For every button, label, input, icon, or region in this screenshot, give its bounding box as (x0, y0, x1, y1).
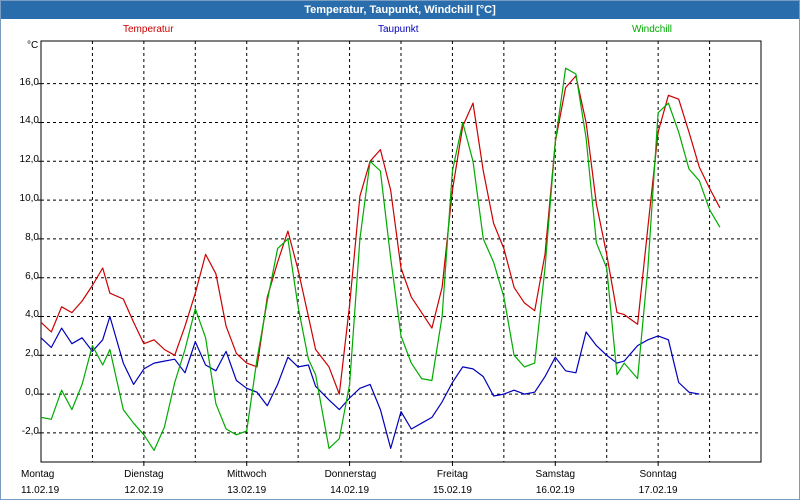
x-date-label: 14.02.19 (330, 485, 370, 496)
y-tick-label: 14,0 (19, 115, 39, 127)
y-tick-label: 16,0 (19, 76, 39, 88)
y-tick-label: -2,0 (21, 425, 39, 437)
legend-temperatur: Temperatur (123, 24, 174, 35)
y-tick-label: 6,0 (25, 270, 39, 282)
x-date-label: 11.02.19 (21, 485, 60, 496)
y-tick-label: 2,0 (25, 348, 39, 360)
x-weekday-label: Montag (21, 469, 55, 480)
y-tick-label: 10,0 (19, 193, 39, 205)
x-date-label: 12.02.19 (124, 485, 164, 496)
x-date-label: 15.02.19 (432, 485, 472, 496)
x-weekday-label: Samstag (535, 469, 576, 480)
y-tick-label: 8,0 (25, 231, 39, 243)
y-tick-label: 12,0 (19, 154, 39, 166)
dewpoint-line (40, 315, 700, 449)
x-weekday-label: Mittwoch (226, 469, 267, 480)
windchill-line (40, 67, 721, 451)
x-date-label: 13.02.19 (227, 485, 267, 496)
x-date-label: 17.02.19 (638, 485, 678, 496)
x-date-label: 16.02.19 (535, 485, 575, 496)
x-weekday-label: Dienstag (124, 469, 164, 480)
window-title: Temperatur, Taupunkt, Windchill [°C] (1, 1, 799, 19)
legend-taupunkt: Taupunkt (378, 24, 419, 35)
x-weekday-label: Freitag (436, 469, 468, 480)
temperature-line (40, 75, 721, 395)
x-weekday-label: Sonntag (639, 469, 677, 480)
legend-windchill: Windchill (632, 24, 673, 35)
x-weekday-label: Donnerstag (324, 469, 377, 480)
y-axis-unit: °C (27, 40, 39, 51)
y-tick-label: 0,0 (25, 387, 39, 399)
y-tick-label: 4,0 (25, 309, 39, 321)
